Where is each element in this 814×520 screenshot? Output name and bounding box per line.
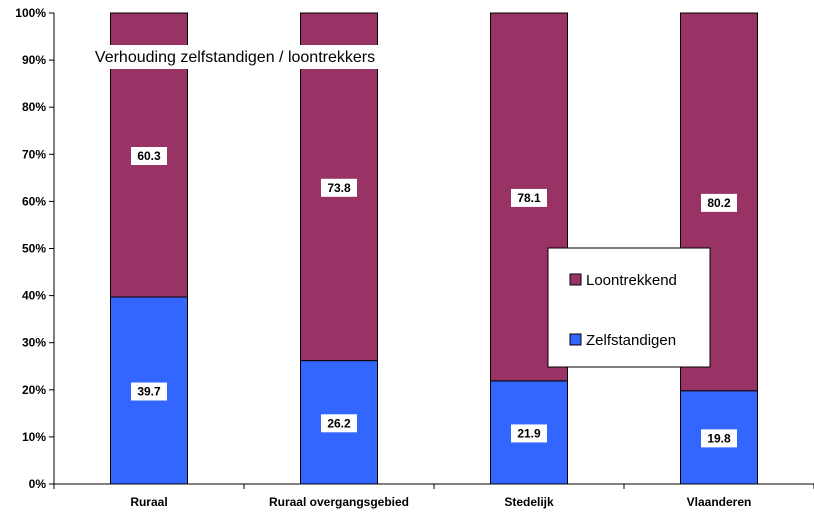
data-label-background xyxy=(321,178,357,197)
data-label-background xyxy=(511,424,547,443)
data-label: 19.8 xyxy=(707,431,731,445)
data-label-background xyxy=(321,414,357,433)
y-tick-label: 0% xyxy=(29,477,47,491)
data-label: 60.3 xyxy=(137,149,161,163)
legend-label-zelfstandigen: Zelfstandigen xyxy=(586,332,676,349)
bars xyxy=(110,12,758,485)
legend-swatch-zelfstandigen xyxy=(569,333,582,346)
data-labels: 39.7 60.3 26.2 73.8 21.9 78.1 19.8 80.2 xyxy=(131,147,737,448)
legend: Loontrekkend Zelfstandigen xyxy=(547,247,711,368)
data-label-background xyxy=(701,429,737,448)
data-label: 21.9 xyxy=(517,426,541,440)
data-label: 39.7 xyxy=(137,385,161,399)
data-label-background xyxy=(131,147,167,166)
y-tick-label: 30% xyxy=(22,336,46,350)
x-category-label: Vlaanderen xyxy=(687,495,752,509)
y-tick-label: 50% xyxy=(22,242,46,256)
x-category-label: Ruraal overgangsgebied xyxy=(269,495,409,509)
data-label-background xyxy=(131,382,167,401)
data-label-background xyxy=(511,188,547,207)
data-label: 73.8 xyxy=(327,181,351,195)
legend-box xyxy=(547,247,711,368)
y-tick-label: 60% xyxy=(22,194,46,208)
y-tick-label: 100% xyxy=(15,6,46,20)
y-tick-label: 20% xyxy=(22,383,46,397)
data-label: 26.2 xyxy=(327,416,351,430)
y-tick-label: 40% xyxy=(22,289,46,303)
x-category-label: Ruraal xyxy=(130,495,167,509)
axes: 0% 10% 20% 30% 40% 50% 60% 70% 80% 90% 100% Ruraal R… xyxy=(15,6,814,509)
x-category-label: Stedelijk xyxy=(504,495,554,509)
y-tick-label: 70% xyxy=(22,147,46,161)
chart-title-group: Verhouding zelfstandigen / loontrekkers xyxy=(74,45,396,69)
data-label: 80.2 xyxy=(707,196,731,210)
y-tick-label: 80% xyxy=(22,100,46,114)
y-tick-label: 10% xyxy=(22,430,46,444)
legend-label-loontrekkend: Loontrekkend xyxy=(586,272,677,289)
chart-title: Verhouding zelfstandigen / loontrekkers xyxy=(95,49,375,66)
legend-swatch-loontrekkend xyxy=(569,273,582,286)
data-label: 78.1 xyxy=(517,191,541,205)
data-label-background xyxy=(701,193,737,212)
y-tick-label: 90% xyxy=(22,53,46,67)
chart-title-background xyxy=(74,45,396,69)
